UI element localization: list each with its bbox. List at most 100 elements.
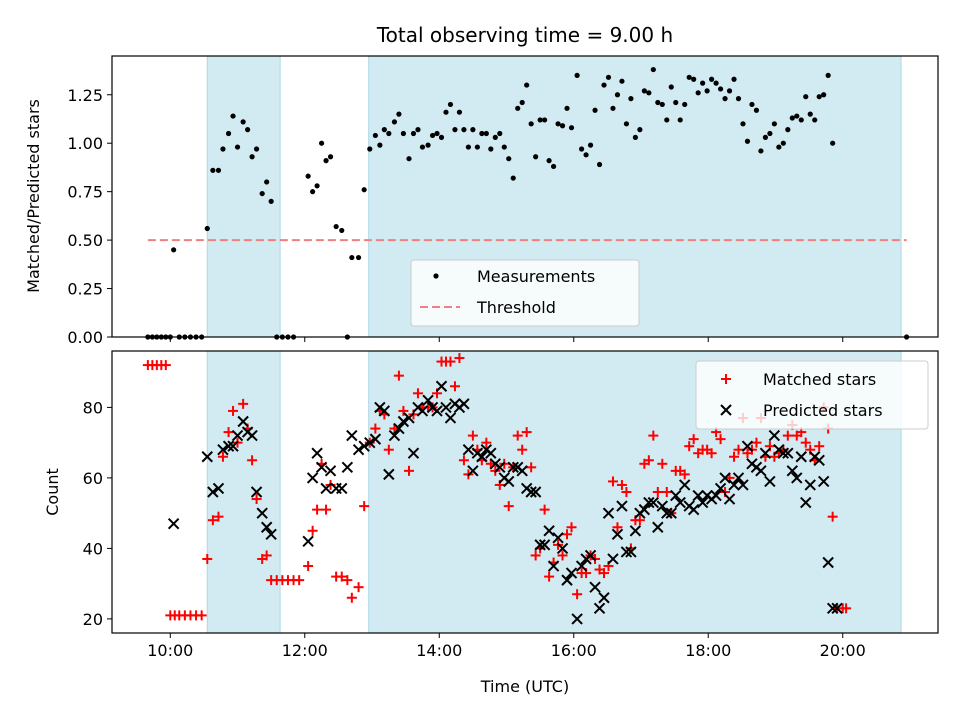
- predicted-star-point: [593, 602, 606, 615]
- predicted-star-point: [476, 451, 488, 463]
- matched-star-point: [223, 427, 234, 438]
- measurement-point: [479, 130, 485, 137]
- measurement-point: [510, 175, 516, 181]
- matched-star-point: [827, 511, 838, 522]
- measurement-point: [650, 66, 656, 73]
- measurement-point: [438, 134, 445, 140]
- predicted-star-point: [260, 521, 273, 533]
- predicted-star-point: [625, 546, 637, 558]
- predicted-star-point: [416, 405, 429, 417]
- legend-predicted-label: Predicted stars: [763, 401, 883, 420]
- predicted-star-point: [616, 500, 628, 512]
- matched-star-point: [202, 553, 213, 564]
- predicted-star-point: [741, 440, 754, 452]
- measurement-point: [220, 146, 226, 152]
- measurement-point: [771, 121, 777, 127]
- matched-star-point: [566, 522, 577, 533]
- predicted-star-point: [231, 429, 244, 442]
- shaded-interval: [207, 351, 281, 633]
- measurement-point: [686, 74, 692, 80]
- measurement-point: [695, 90, 701, 96]
- top-y-axis-label: Matched/Predicted stars: [24, 99, 43, 293]
- matched-star-point: [530, 550, 541, 561]
- measurement-point: [816, 94, 822, 100]
- measurement-point: [537, 117, 543, 123]
- measurement-point: [744, 138, 751, 144]
- predicted-star-point: [607, 553, 619, 565]
- measurement-point: [807, 111, 813, 117]
- measurement-point: [704, 88, 710, 94]
- legend-threshold-label: Threshold: [476, 298, 556, 317]
- matched-star-point: [454, 353, 465, 364]
- measurement-point: [400, 130, 406, 137]
- measurement-point: [533, 154, 539, 160]
- matched-star-point: [688, 434, 699, 445]
- measurement-point: [646, 90, 652, 96]
- predicted-star-point: [755, 465, 767, 477]
- predicted-star-point: [547, 560, 560, 572]
- predicted-star-point: [638, 503, 651, 516]
- measurement-point: [488, 146, 494, 152]
- measurement-point: [327, 154, 334, 160]
- predicted-star-point: [403, 412, 415, 424]
- predicted-star-point: [265, 528, 277, 541]
- predicted-star-point: [647, 496, 660, 509]
- measurement-point: [377, 142, 383, 148]
- matched-star-point: [336, 571, 347, 582]
- predicted-star-point: [561, 574, 573, 586]
- bottom-plot-frame: [111, 350, 939, 634]
- predicted-star-point: [302, 535, 314, 548]
- measurement-point: [339, 227, 345, 234]
- measurement-point: [310, 189, 316, 195]
- predicted-star-point: [207, 486, 219, 498]
- measurement-point: [677, 117, 683, 123]
- measurement-point: [726, 88, 733, 94]
- predicted-star-point: [341, 461, 354, 474]
- matched-star-point: [612, 522, 623, 533]
- measurement-point: [785, 127, 791, 133]
- matched-star-point: [353, 582, 364, 593]
- matched-star-point: [526, 462, 537, 473]
- y-tick-label: 0.25: [67, 280, 103, 299]
- predicted-star-point: [611, 528, 624, 541]
- matched-star-point: [800, 437, 811, 448]
- predicted-star-point: [679, 479, 691, 491]
- measurement-point: [501, 144, 507, 150]
- measurement-point: [735, 96, 742, 102]
- predicted-star-point: [768, 429, 781, 442]
- predicted-star-point: [696, 496, 709, 509]
- measurement-point: [659, 101, 665, 108]
- matched-star-point: [404, 465, 415, 476]
- measurement-point: [268, 198, 274, 204]
- matched-star-point: [307, 525, 318, 536]
- matched-star-point: [251, 494, 262, 505]
- measurement-point: [682, 101, 688, 108]
- measurement-point: [605, 74, 612, 80]
- predicted-star-point: [320, 482, 332, 495]
- predicted-star-point: [777, 447, 790, 459]
- predicted-star-point: [201, 451, 213, 463]
- measurement-point: [492, 134, 498, 140]
- x-tick-label: 18:00: [685, 641, 731, 660]
- predicted-star-point: [237, 415, 249, 428]
- predicted-star-point: [674, 496, 686, 509]
- measurement-point: [447, 101, 454, 108]
- measurement-point: [171, 247, 177, 253]
- matched-star-point: [503, 501, 514, 512]
- measurement-point: [619, 78, 625, 84]
- predicted-star-point: [737, 479, 749, 491]
- measurement-point: [637, 127, 643, 133]
- y-tick-label: 0.75: [67, 183, 103, 202]
- matched-star-point: [247, 455, 258, 466]
- predicted-star-point: [565, 567, 578, 579]
- matched-star-point: [715, 434, 726, 445]
- legend-dot-icon: [433, 273, 439, 279]
- matched-star-point: [359, 501, 370, 512]
- predicted-star-point: [336, 482, 348, 495]
- predicted-star-point: [538, 539, 551, 551]
- matched-star-point: [261, 550, 272, 561]
- measurement-point: [372, 132, 378, 139]
- predicted-star-point: [529, 486, 542, 498]
- matched-star-point: [616, 479, 627, 490]
- predicted-star-point: [598, 592, 610, 604]
